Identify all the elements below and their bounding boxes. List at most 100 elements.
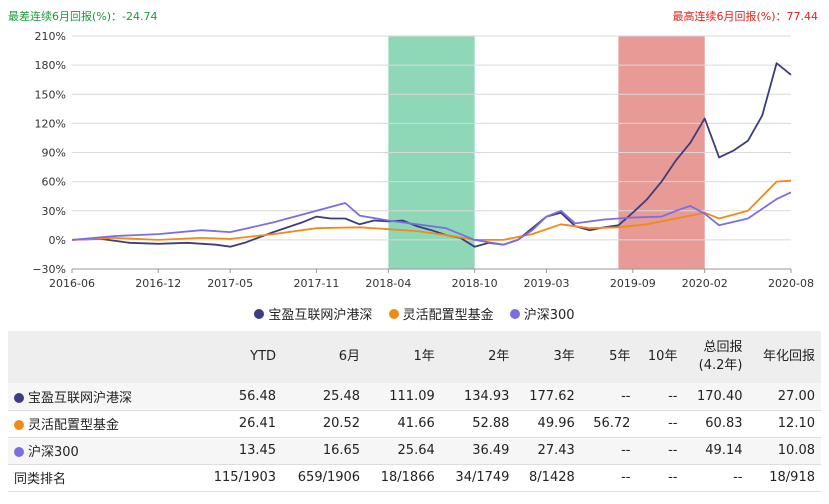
table-cell: 170.40 (683, 383, 749, 411)
series-dot-icon (14, 447, 24, 457)
y-tick-label: 0% (49, 234, 66, 247)
table-cell: 12.10 (748, 410, 821, 438)
table-cell: 27.43 (515, 437, 581, 465)
table-cell: 18/918 (748, 464, 821, 492)
table-cell: -- (580, 437, 637, 465)
table-cell: 25.64 (366, 437, 441, 465)
table-cell: 115/1903 (198, 464, 283, 492)
table-cell: 49.14 (683, 437, 749, 465)
table-header-cell: 3年 (553, 349, 575, 364)
table-cell: 27.00 (748, 383, 821, 411)
legend-item-fund[interactable]: 宝盈互联网沪港深 (254, 304, 372, 323)
chart-legend: 宝盈互联网沪港深 灵活配置型基金 沪深300 (0, 304, 829, 323)
total-return-period: (4.2年) (698, 358, 743, 373)
worst-6m-return-stat: 最差连续6月回报(%)：-24.74 (8, 10, 158, 23)
table-header-cell: 10年 (647, 349, 678, 364)
table-header-row: YTD 6月 1年 2年 3年 5年 10年 总回报 (4.2年) 年化回报 (8, 331, 821, 383)
y-tick-label: −30% (32, 263, 66, 276)
table-cell: -- (636, 383, 684, 411)
table-cell: -- (580, 464, 637, 492)
table-header-cell (8, 331, 198, 383)
table-cell: 134.93 (440, 383, 516, 411)
row-name-cell: 同类排名 (8, 464, 198, 492)
table-cell: -- (636, 410, 684, 438)
best-6m-return-stat: 最高连续6月回报(%)：77.44 (672, 10, 818, 23)
table-row: 宝盈互联网沪港深 56.48 25.48 111.09 134.93 177.62 -- --… (8, 383, 821, 411)
table-cell: 34/1749 (440, 464, 516, 492)
y-tick-label: 30% (42, 205, 66, 218)
legend-label: 沪深300 (523, 308, 575, 323)
table-cell: 56.48 (198, 383, 283, 411)
table-cell: -- (683, 464, 749, 492)
table-row: 同类排名 115/1903 659/1906 18/1866 34/1749 8/1428… (8, 464, 821, 492)
x-tick-label: 2016-12 (135, 277, 181, 290)
table-header-cell: 总回报 (4.2年) (683, 331, 748, 383)
table-header-cell: 1年 (413, 349, 435, 364)
row-name: 沪深300 (28, 445, 79, 460)
row-name: 宝盈互联网沪港深 (28, 390, 133, 406)
series-line-category (71, 179, 792, 241)
table-cell: -- (636, 464, 684, 492)
x-tick-label: 2018-10 (452, 277, 498, 290)
x-tick-label: 2020-02 (682, 277, 728, 290)
table-cell: 25.48 (282, 383, 367, 411)
table-cell: 8/1428 (515, 464, 581, 492)
row-name-cell: 沪深300 (8, 437, 198, 465)
table-cell: -- (580, 383, 637, 411)
y-tick-label: 150% (35, 88, 66, 101)
series-line-index (71, 191, 792, 246)
table-cell: 20.52 (282, 410, 367, 438)
table-cell: -- (636, 437, 684, 465)
legend-label: 宝盈互联网沪港深 (268, 308, 373, 323)
x-tick-label: 2020-08 (768, 277, 814, 290)
table-cell: 49.96 (515, 410, 581, 438)
table-row: 沪深300 13.45 16.65 25.64 36.49 27.43 -- -- 49.14 1… (8, 437, 821, 465)
row-name: 灵活配置型基金 (28, 418, 120, 433)
table-cell: 659/1906 (282, 464, 367, 492)
legend-item-category[interactable]: 灵活配置型基金 (388, 304, 494, 323)
y-tick-label: 90% (42, 147, 66, 160)
series-line-fund (71, 62, 792, 248)
row-name-cell: 宝盈互联网沪港深 (8, 383, 198, 411)
x-tick-label: 2017-11 (293, 277, 339, 290)
table-row: 灵活配置型基金 26.41 20.52 41.66 52.88 49.96 56.72 -- 6… (8, 410, 821, 438)
x-tick-label: 2019-09 (610, 277, 656, 290)
legend-label: 灵活配置型基金 (402, 308, 494, 323)
legend-item-index[interactable]: 沪深300 (509, 304, 575, 323)
legend-dot-icon (388, 308, 399, 319)
table-header-cell: YTD (250, 349, 277, 364)
table-header-cell: 年化回报 (762, 349, 815, 364)
returns-table: YTD 6月 1年 2年 3年 5年 10年 总回报 (4.2年) 年化回报 宝盈… (8, 331, 821, 492)
x-tick-label: 2019-03 (524, 277, 570, 290)
y-tick-label: 180% (35, 59, 66, 72)
y-tick-label: 60% (42, 176, 66, 189)
row-name-cell: 灵活配置型基金 (8, 410, 198, 438)
x-tick-label: 2017-05 (207, 277, 253, 290)
table-cell: 13.45 (198, 437, 283, 465)
table-header-cell: 2年 (488, 349, 510, 364)
table-cell: 36.49 (440, 437, 516, 465)
table-cell: 111.09 (366, 383, 441, 411)
row-name: 同类排名 (14, 472, 67, 487)
table-cell: 177.62 (515, 383, 581, 411)
table-cell: 16.65 (282, 437, 367, 465)
y-tick-label: 210% (35, 30, 66, 43)
table-cell: 26.41 (198, 410, 283, 438)
table-cell: 56.72 (580, 410, 637, 438)
y-tick-label: 120% (35, 117, 66, 130)
table-header-cell: 6月 (338, 349, 361, 364)
legend-dot-icon (509, 308, 520, 319)
x-tick-label: 2018-04 (365, 277, 411, 290)
series-dot-icon (14, 392, 24, 403)
table-cell: 10.08 (748, 437, 821, 465)
series-dot-icon (14, 420, 24, 430)
table-header-cell: 5年 (609, 349, 631, 364)
total-return-label: 总回报 (703, 340, 743, 355)
table-cell: 41.66 (366, 410, 441, 438)
x-tick-label: 2016-06 (49, 277, 95, 290)
performance-line-chart: 210% 180% 150% 120% 90% 60% 30% 0% −30% 2016-06 2… (32, 30, 814, 290)
table-cell: 18/1866 (366, 464, 441, 492)
table-cell: 52.88 (440, 410, 516, 438)
table-cell: 60.83 (683, 410, 749, 438)
legend-dot-icon (254, 308, 265, 319)
